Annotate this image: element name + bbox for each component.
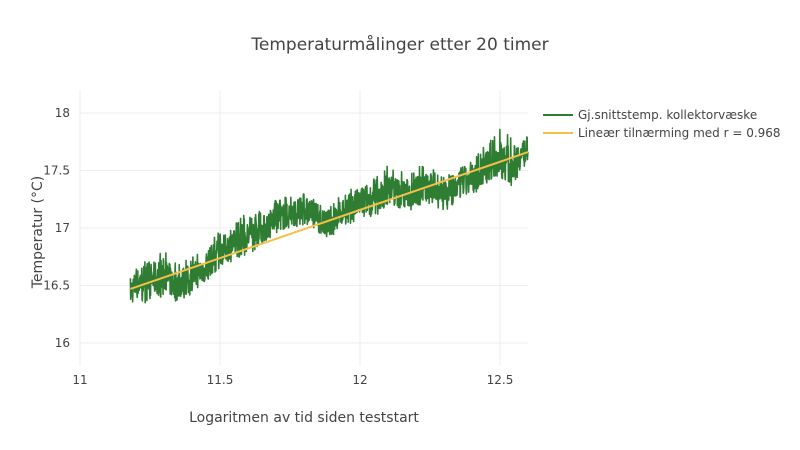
x-tick-label: 12 xyxy=(352,373,367,387)
y-tick-label: 17 xyxy=(55,221,70,235)
y-tick-label: 16.5 xyxy=(43,279,70,293)
chart-title: Temperaturmålinger etter 20 timer xyxy=(250,34,548,55)
x-axis-title: Logaritmen av tid siden teststart xyxy=(189,410,419,426)
legend-item[interactable]: Gj.snittstemp. kollektorvæske xyxy=(543,108,757,122)
x-tick-label: 11 xyxy=(72,373,87,387)
y-tick-label: 17.5 xyxy=(43,164,70,178)
series-line-linear-fit xyxy=(130,151,529,290)
grid xyxy=(79,90,528,366)
y-tick-label: 16 xyxy=(55,336,70,350)
legend[interactable]: Gj.snittstemp. kollektorvæske Lineær tiln… xyxy=(543,108,781,140)
x-tick-label: 12.5 xyxy=(487,373,514,387)
legend-label: Lineær tilnærming med r = 0.968 xyxy=(578,126,781,140)
legend-item[interactable]: Lineær tilnærming med r = 0.968 xyxy=(543,126,781,140)
tick-labels: 16 16.5 17 17.5 18 11 11.5 12 12.5 xyxy=(43,106,513,387)
x-tick-label: 11.5 xyxy=(207,373,234,387)
legend-label: Gj.snittstemp. kollektorvæske xyxy=(578,108,757,122)
y-tick-label: 18 xyxy=(55,106,70,120)
plot-area xyxy=(129,128,529,304)
series-line-measurements xyxy=(129,128,529,304)
y-axis-title: Temperatur (°C) xyxy=(30,176,46,290)
